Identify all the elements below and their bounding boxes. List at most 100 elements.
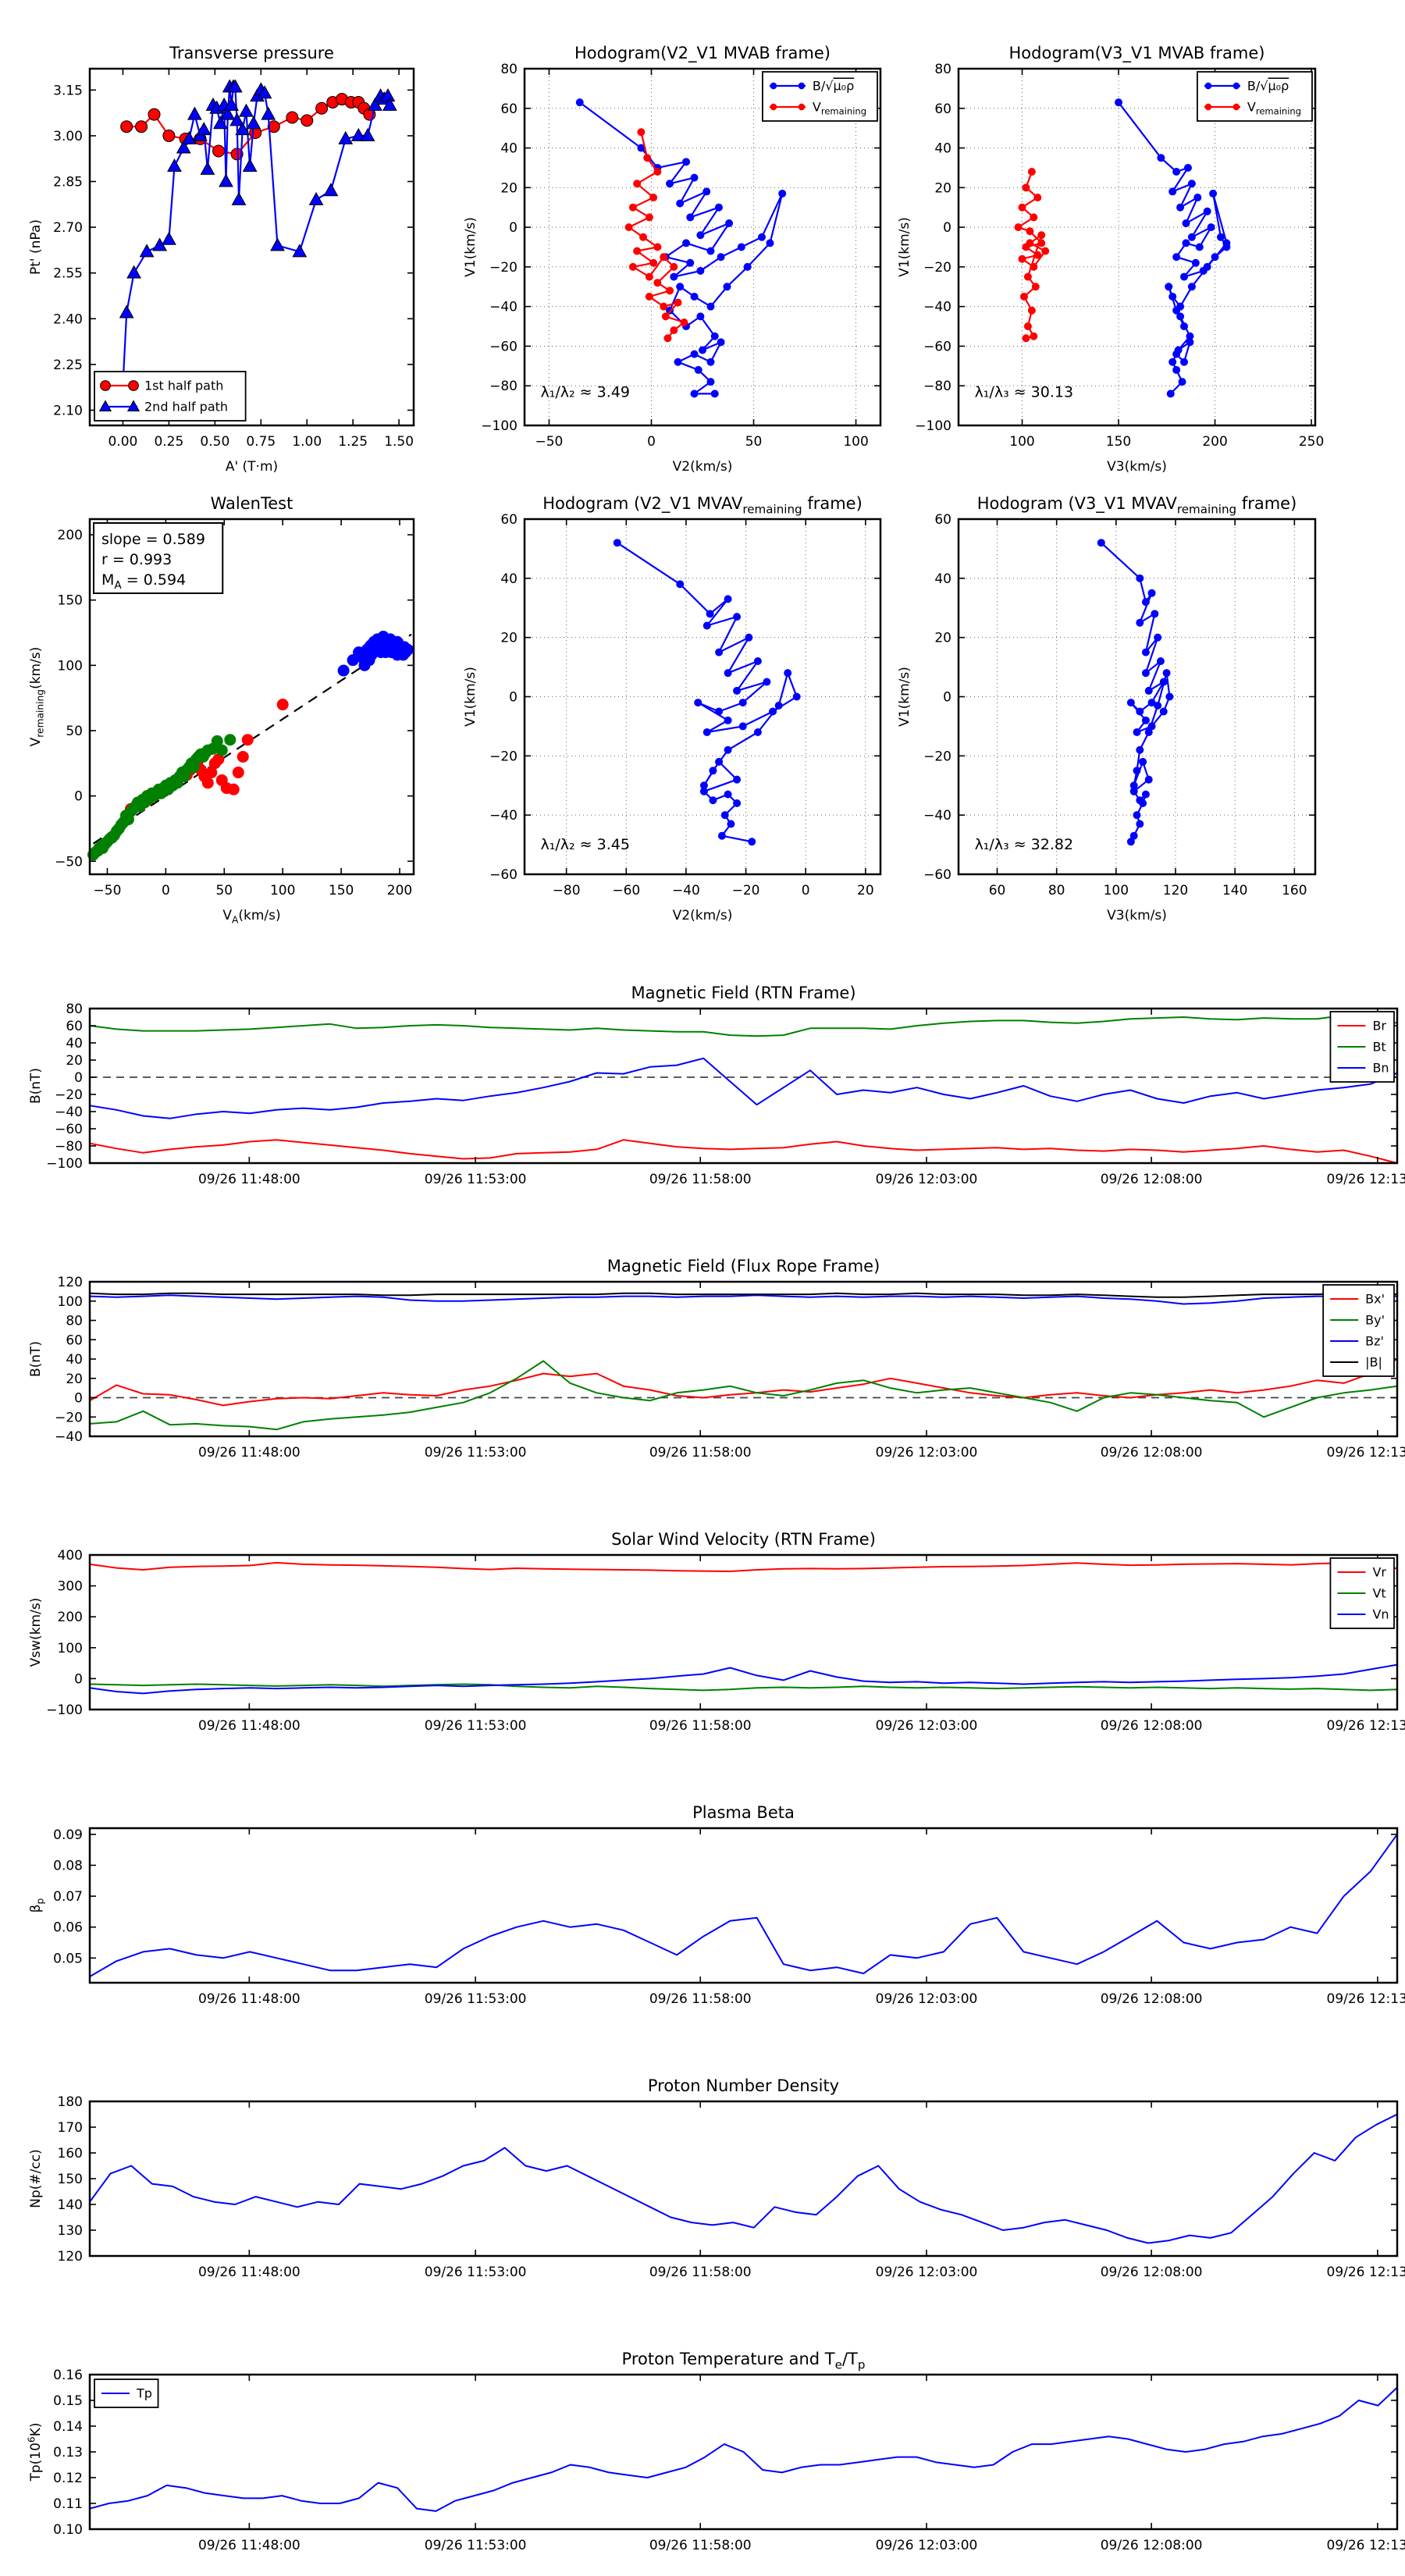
data-marker (220, 106, 236, 120)
x-tick-label: 150 (329, 883, 354, 898)
data-marker (706, 610, 714, 618)
data-marker (1180, 322, 1189, 331)
data-marker (696, 312, 705, 321)
data-marker (660, 253, 668, 262)
data-marker (227, 79, 243, 93)
data-marker (211, 735, 223, 747)
data-marker (724, 595, 732, 603)
x-tick-label: 09/26 12:03:00 (876, 1172, 978, 1187)
data-marker (126, 400, 140, 412)
data-marker (743, 262, 752, 271)
series-line (616, 542, 798, 843)
y-axis-label: Tp(106K) (27, 2422, 44, 2482)
plot-frame (88, 1553, 1399, 1711)
y-tick-label: 100 (58, 658, 83, 674)
series-line (578, 101, 784, 395)
y-tick-label: 170 (58, 2120, 83, 2136)
y-tick-label: −100 (481, 418, 518, 434)
series-vt (89, 1683, 1398, 1692)
data-marker (224, 97, 239, 111)
hodogram-v3v1-mvav: 60 80 100 120 140 160 −60 −40 −20 0 20 40 60 Hodogram… (897, 494, 1317, 923)
x-tick-label: 09/26 12:13:00 (1327, 1445, 1405, 1461)
data-marker (753, 728, 762, 736)
y-tick-label: 2.55 (53, 266, 83, 282)
x-tick-label: 150 (1106, 434, 1131, 450)
legend-label: Tp (136, 2386, 152, 2400)
data-marker (723, 283, 731, 291)
data-marker (737, 243, 745, 251)
data-marker (676, 580, 685, 589)
data-marker (690, 292, 699, 301)
data-marker (1195, 243, 1204, 251)
data-marker (1209, 189, 1218, 197)
data-marker (1133, 811, 1141, 820)
x-tick-label: −50 (535, 434, 564, 450)
x-tick-label: 160 (1282, 883, 1307, 898)
x-tick-label: 09/26 11:48:00 (198, 1718, 301, 1734)
series-bz (89, 1294, 1398, 1305)
x-tick-label: 09/26 12:03:00 (876, 1718, 978, 1734)
series-b (1115, 98, 1231, 398)
y-tick-label: 0.16 (53, 2368, 83, 2383)
series-br (89, 1139, 1398, 1164)
data-marker (286, 111, 299, 124)
data-marker (1033, 251, 1042, 259)
plot-title: Hodogram(V2_V1 MVAB frame) (574, 44, 831, 63)
data-marker (237, 750, 249, 763)
y-tick-label: −40 (55, 1429, 83, 1445)
legend-label: Vremaining (813, 99, 866, 116)
data-marker (1168, 292, 1177, 301)
series-line (1117, 101, 1228, 395)
x-tick-label: 20 (857, 883, 874, 898)
data-marker (1030, 262, 1038, 271)
plot-frame (88, 1280, 1399, 1438)
data-marker (784, 669, 792, 678)
data-marker (798, 82, 806, 90)
y-tick-label: 0 (509, 220, 518, 236)
data-marker (715, 757, 724, 766)
data-marker (710, 390, 719, 398)
plot-frame (523, 518, 882, 876)
y-tick-label: 0 (74, 1070, 83, 1086)
data-marker (680, 318, 688, 326)
x-tick-label: 60 (989, 883, 1006, 898)
data-marker (1187, 283, 1196, 291)
data-marker (1204, 103, 1212, 111)
x-axis-label: VA(km/s) (222, 908, 280, 925)
y-tick-label: 80 (66, 1002, 83, 1017)
y-axis-label: βp (28, 1898, 45, 1912)
data-marker (1115, 98, 1123, 107)
y-tick-label: 2.10 (53, 403, 83, 418)
x-tick-label: 1.00 (292, 434, 322, 450)
data-marker (1139, 799, 1147, 807)
y-tick-label: 40 (500, 141, 518, 157)
data-marker (686, 213, 695, 222)
y-tick-label: 200 (58, 1610, 83, 1625)
x-tick-label: 09/26 12:08:00 (1101, 2538, 1203, 2553)
data-marker (792, 692, 801, 701)
y-tick-label: 60 (500, 101, 518, 117)
y-tick-label: 0.07 (53, 1889, 83, 1905)
data-marker (1023, 322, 1032, 331)
plot-title: Magnetic Field (Flux Rope Frame) (607, 1257, 880, 1276)
y-tick-label: 2.40 (53, 311, 83, 327)
proton-number-density: 09/26 11:48:00 09/26 11:53:00 09/26 11:58:… (28, 2076, 1405, 2280)
data-marker (1162, 669, 1171, 678)
plot-title: Plasma Beta (692, 1803, 795, 1822)
magnetic-field-flux-rope: 09/26 11:48:00 09/26 11:53:00 09/26 11:58:… (28, 1257, 1405, 1461)
data-marker (645, 213, 653, 222)
x-tick-label: 250 (1299, 434, 1324, 450)
y-tick-label: −40 (489, 808, 518, 824)
data-marker (649, 194, 658, 202)
y-tick-label: 60 (934, 512, 951, 528)
data-marker (663, 334, 672, 343)
data-marker (690, 173, 699, 182)
data-marker (710, 332, 719, 340)
y-tick-label: 150 (58, 2172, 83, 2187)
data-marker (575, 98, 584, 107)
data-marker (1191, 258, 1200, 267)
x-tick-label: 0.75 (246, 434, 276, 450)
x-tick-label: 09/26 12:13:00 (1327, 2538, 1405, 2553)
y-tick-label: 0.06 (53, 1920, 83, 1936)
